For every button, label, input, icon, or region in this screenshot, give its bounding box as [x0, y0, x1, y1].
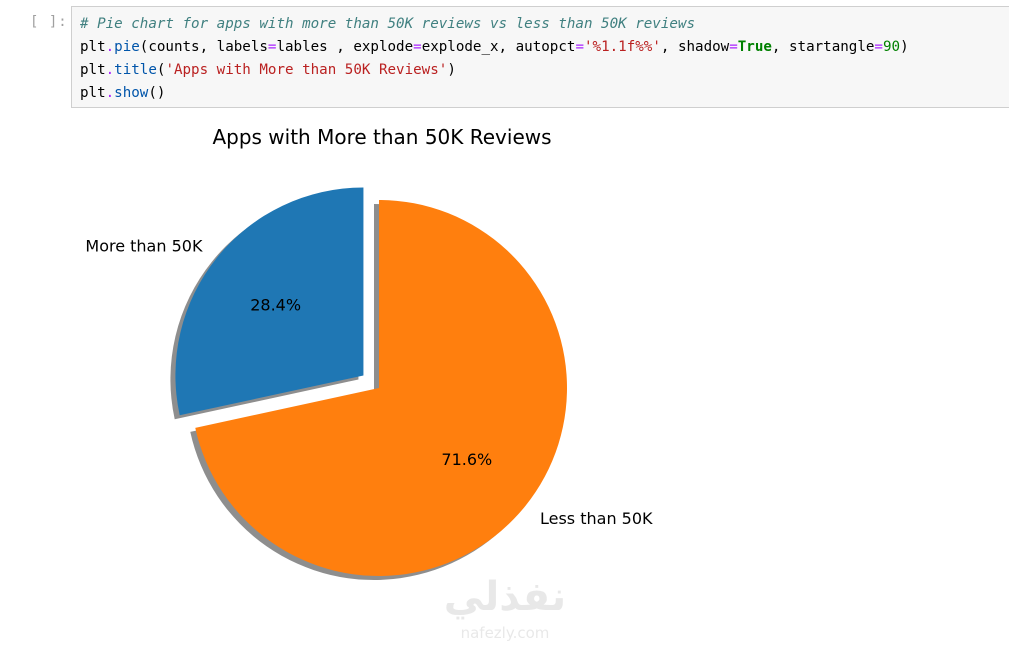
code-token: '%1.1f%%' [583, 39, 661, 55]
code-token: = [267, 39, 277, 55]
code-line: # Pie chart for apps with more than 50K … [80, 13, 1009, 36]
code-token: plt [80, 85, 106, 101]
code-token: ) [900, 39, 909, 55]
pie-pct-label: 71.6% [441, 450, 492, 469]
code-token: . [105, 62, 115, 78]
code-token: # Pie chart for apps with more than 50K … [80, 16, 695, 32]
code-token: explode_x, autopct [421, 39, 576, 55]
pie-chart: Apps with More than 50K Reviews 28.4% Mor… [85, 125, 653, 642]
code-token: = [413, 39, 422, 55]
code-token: show [114, 85, 149, 101]
code-token: lables , explode [276, 39, 414, 55]
code-cell-editor[interactable]: # Pie chart for apps with more than 50K … [71, 6, 1009, 108]
pie-slice-less-than-50k [195, 200, 567, 576]
code-token: = [575, 39, 584, 55]
code-line: plt.title('Apps with More than 50K Revie… [80, 59, 1009, 82]
code-token: . [105, 85, 115, 101]
code-token: . [105, 39, 115, 55]
code-token: , startangle [771, 39, 875, 55]
code-line: plt.show() [80, 82, 1009, 105]
code-token: True [737, 39, 772, 55]
code-token: ( [156, 62, 166, 78]
code-token: plt [80, 62, 106, 78]
watermark: نفذلي nafezly.com [444, 574, 566, 642]
code-token: plt [80, 39, 106, 55]
pie-category-label: More than 50K [85, 237, 203, 256]
cell-prompt: [ ]: [30, 14, 68, 30]
code-token: 90 [882, 39, 901, 55]
pie-slice-more-than-50k [175, 187, 364, 416]
code-token: = [874, 39, 883, 55]
code-token: , shadow [660, 39, 730, 55]
pie-pct-label: 28.4% [250, 296, 301, 315]
code-token: (counts, labels [139, 39, 268, 55]
code-token: () [148, 85, 166, 101]
code-token: title [114, 62, 157, 78]
pie-slices [175, 187, 567, 576]
code-token: 'Apps with More than 50K Reviews' [165, 62, 448, 78]
pie-labels: 28.4% More than 50K 71.6% Less than 50K [85, 237, 653, 528]
watermark-latin: nafezly.com [461, 624, 550, 642]
code-token: pie [114, 39, 140, 55]
cell-output: Apps with More than 50K Reviews 28.4% Mor… [0, 110, 1009, 644]
code-line: plt.pie(counts, labels=lables , explode=… [80, 36, 1009, 59]
code-token: ) [447, 62, 456, 78]
chart-title: Apps with More than 50K Reviews [212, 125, 551, 149]
watermark-arabic: نفذلي [444, 574, 566, 620]
code-token: = [729, 39, 738, 55]
pie-category-label: Less than 50K [540, 509, 653, 528]
